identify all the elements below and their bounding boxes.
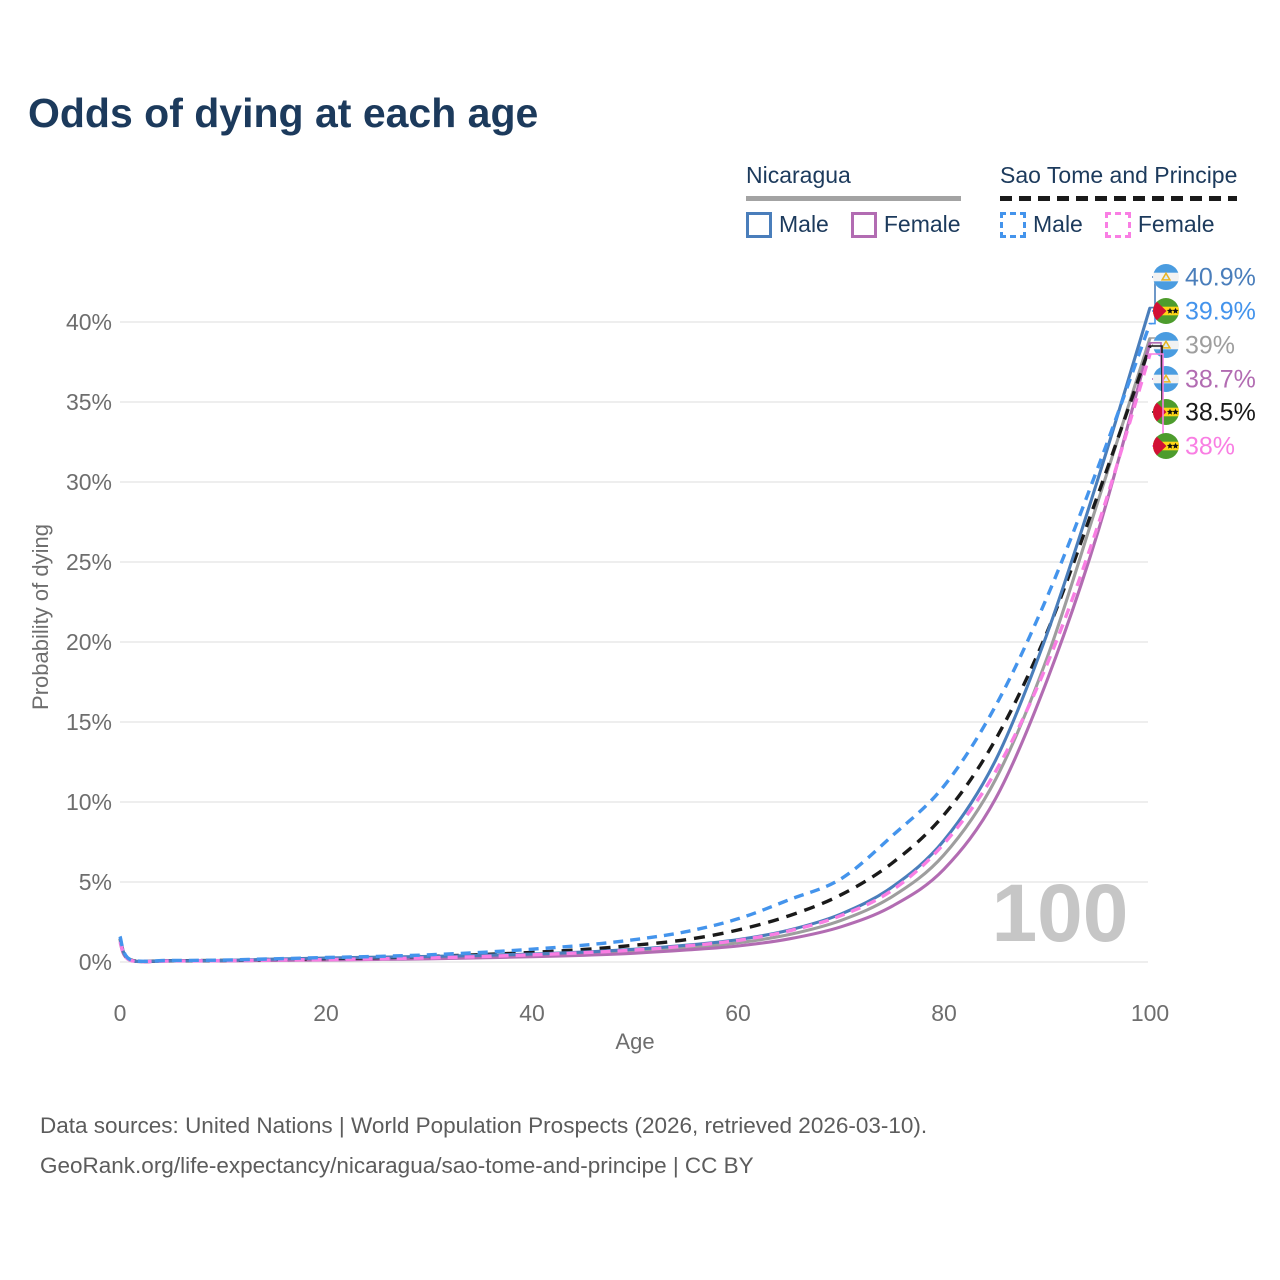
nicaragua-flag-icon xyxy=(1153,264,1179,290)
footer-data-sources: Data sources: United Nations | World Pop… xyxy=(40,1113,928,1138)
y-tick-30%: 30% xyxy=(66,469,112,495)
gridlines: 0% 5% 10% 15% 20% 25% 30% 35% 40% xyxy=(66,309,1148,975)
end-value-st-total: 38.5% xyxy=(1185,399,1256,427)
legend: Nicaragua Male Female Sao Tome and Princ… xyxy=(0,162,1280,252)
end-value-ni-total: 39% xyxy=(1185,332,1235,360)
nicaragua-male-swatch-icon xyxy=(746,211,772,238)
end-value-labels: 40.9% 39.9% 39% 38.7% 38.5% 38% xyxy=(1149,264,1256,461)
sao-tome-female-swatch-icon xyxy=(1104,211,1131,238)
x-tick-80: 80 xyxy=(931,1000,957,1026)
series-line-st-male[interactable] xyxy=(118,323,1152,964)
x-tick-100: 100 xyxy=(1131,1000,1169,1026)
y-tick-35%: 35% xyxy=(66,389,112,415)
series-line-st-female[interactable] xyxy=(118,353,1152,964)
footer-attribution: GeoRank.org/life-expectancy/nicaragua/sa… xyxy=(40,1153,754,1178)
y-tick-10%: 10% xyxy=(66,789,112,815)
x-tick-20: 20 xyxy=(313,1000,339,1026)
legend-item-sao-tome-male[interactable]: Male xyxy=(1000,211,1083,238)
legend-country-nicaragua[interactable]: Nicaragua xyxy=(746,162,851,188)
x-tick-0: 0 xyxy=(114,1000,127,1026)
footer: Data sources: United Nations | World Pop… xyxy=(40,1106,927,1186)
end-value-st-male: 39.9% xyxy=(1185,298,1256,326)
series-line-ni-male[interactable] xyxy=(118,307,1152,964)
nicaragua-flag-icon xyxy=(1153,366,1179,392)
legend-country-sao-tome[interactable]: Sao Tome and Principe xyxy=(1000,162,1238,188)
legend-label-sao-tome-male: Male xyxy=(1033,211,1083,237)
end-value-st-female: 38% xyxy=(1185,433,1235,461)
sao-tome-flag-icon xyxy=(1153,433,1179,459)
end-value-ni-male: 40.9% xyxy=(1185,264,1256,292)
legend-item-nicaragua-female[interactable]: Female xyxy=(850,211,961,238)
end-value-ni-female: 38.7% xyxy=(1185,366,1256,394)
y-tick-40%: 40% xyxy=(66,309,112,335)
y-tick-20%: 20% xyxy=(66,629,112,655)
legend-group-nicaragua: Nicaragua Male Female xyxy=(746,162,961,238)
y-tick-15%: 15% xyxy=(66,709,112,735)
y-tick-0%: 0% xyxy=(79,949,112,975)
age-watermark: 100 xyxy=(992,868,1129,959)
legend-item-nicaragua-male[interactable]: Male xyxy=(746,211,829,238)
sao-tome-male-swatch-icon xyxy=(1000,211,1026,238)
page-title: Odds of dying at each age xyxy=(28,90,539,136)
sao-tome-flag-icon xyxy=(1153,298,1179,324)
sao-tome-line-style-swatch xyxy=(1000,196,1238,201)
y-tick-25%: 25% xyxy=(66,549,112,575)
legend-label-nicaragua-male: Male xyxy=(779,211,829,237)
x-tick-60: 60 xyxy=(725,1000,751,1026)
x-axis-title: Age xyxy=(615,1029,654,1054)
y-tick-5%: 5% xyxy=(79,869,112,895)
y-axis-title: Probability of dying xyxy=(28,524,53,710)
legend-label-nicaragua-female: Female xyxy=(883,211,961,237)
series-lines xyxy=(118,307,1152,964)
legend-group-sao-tome: Sao Tome and Principe Male Female xyxy=(1000,162,1238,238)
nicaragua-line-style-swatch xyxy=(746,196,961,201)
x-tick-40: 40 xyxy=(519,1000,545,1026)
nicaragua-female-swatch-icon xyxy=(850,211,877,238)
legend-label-sao-tome-female: Female xyxy=(1137,211,1215,237)
legend-item-sao-tome-female[interactable]: Female xyxy=(1104,211,1215,238)
sao-tome-flag-icon xyxy=(1153,399,1179,425)
